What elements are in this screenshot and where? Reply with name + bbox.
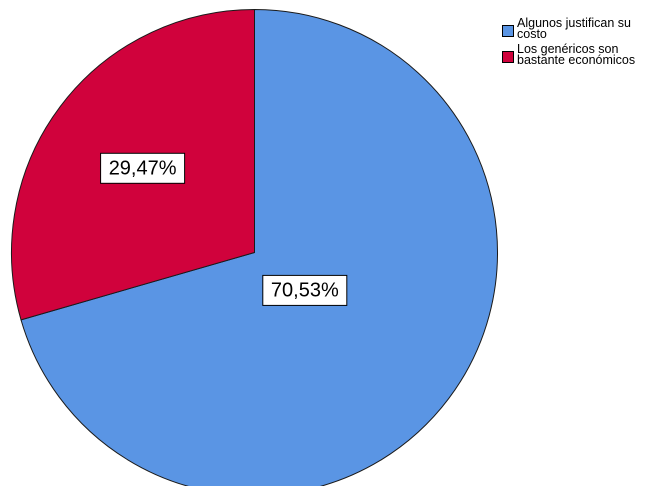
- legend-swatch-1: [502, 25, 514, 37]
- legend: Algunos justifican su costo Los genérico…: [502, 16, 654, 70]
- pie-slices: [11, 8, 498, 486]
- data-label-box-2: [100, 152, 186, 184]
- legend-swatch-2: [502, 51, 514, 63]
- pie-data-labels: 70,53% 29,47%: [100, 152, 348, 306]
- legend-label-2: Los genéricos son bastante económicos: [517, 42, 636, 67]
- data-label-text-1: 70,53%: [271, 279, 339, 301]
- data-label-1: 70,53%: [262, 274, 348, 306]
- data-label-text-2: 29,47%: [109, 157, 177, 179]
- legend-label-1: Algunos justifican su costo: [517, 16, 631, 41]
- pie-slice-1: [20, 8, 498, 486]
- legend-item-2: Los genéricos son bastante económicos: [502, 42, 654, 67]
- legend-item-1: Algunos justifican su costo: [502, 16, 654, 41]
- data-label-2: 29,47%: [100, 152, 186, 184]
- data-label-box-1: [262, 274, 348, 306]
